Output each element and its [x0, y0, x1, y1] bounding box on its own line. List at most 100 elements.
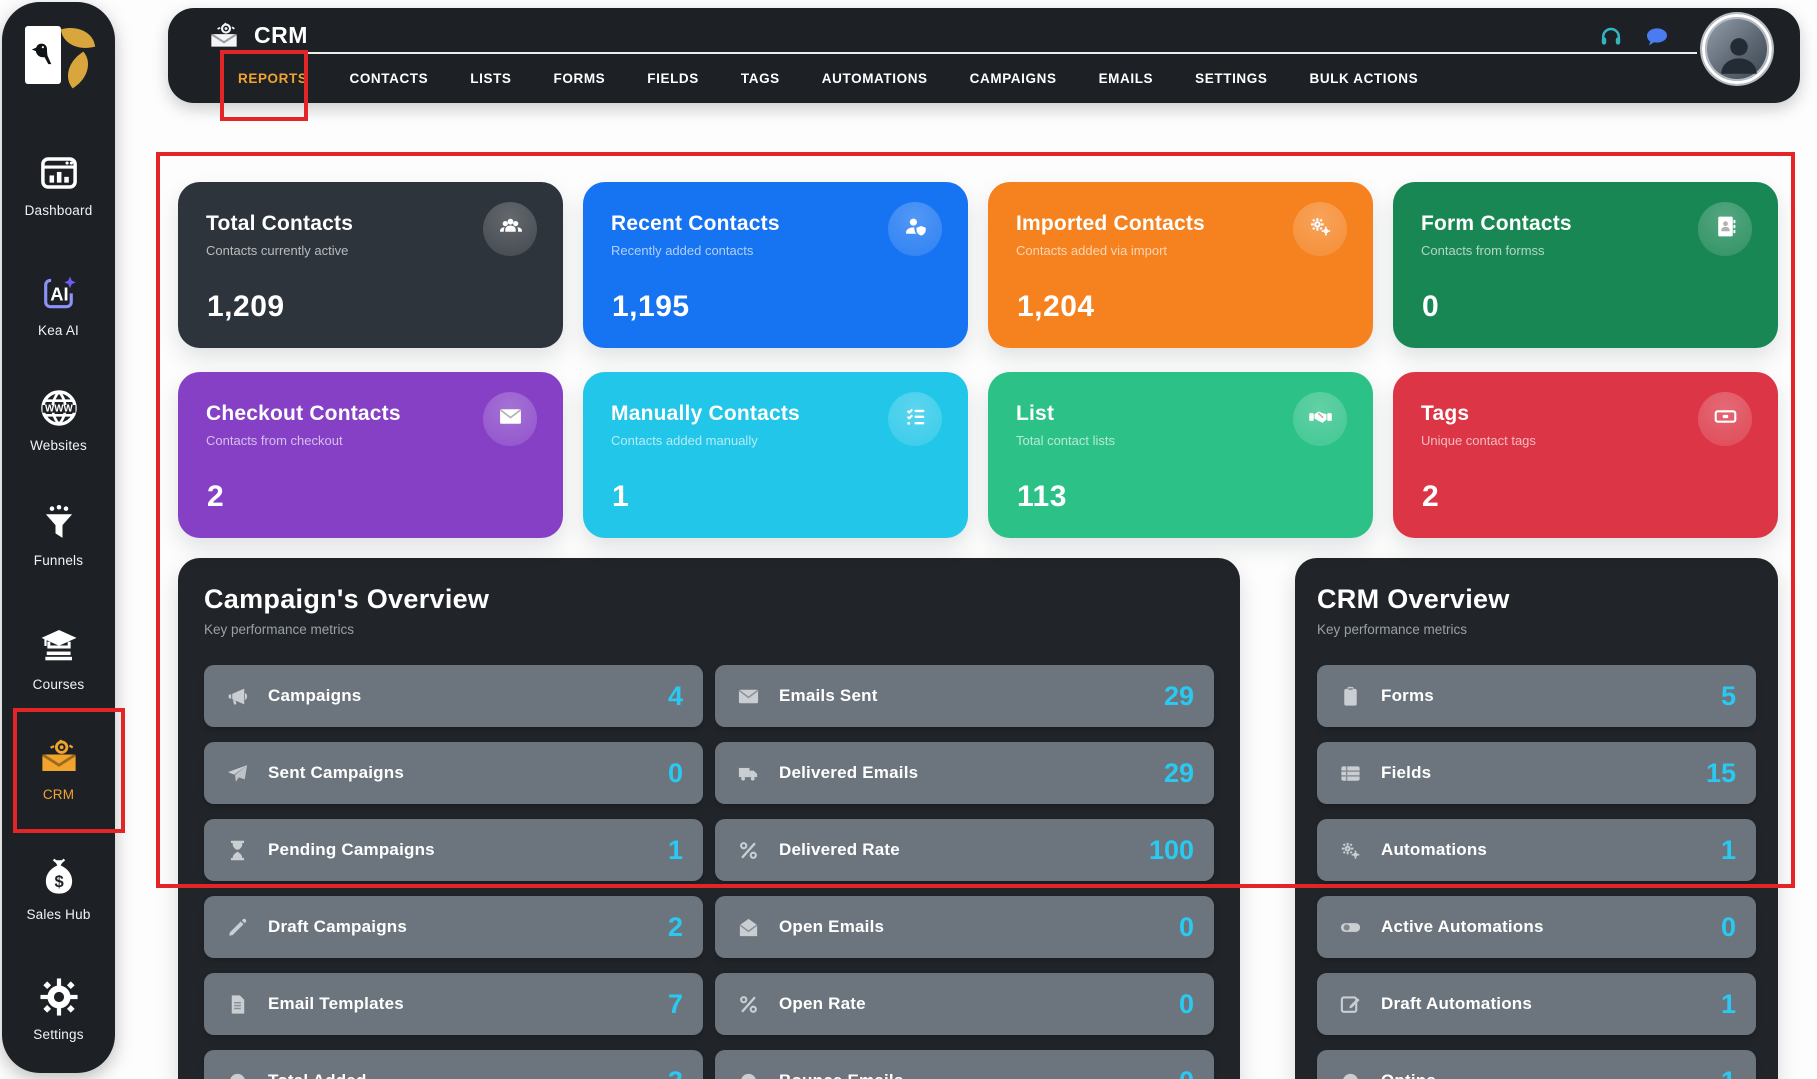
sidebar-item-funnels[interactable]: Funnels [2, 500, 115, 568]
sidebar-item-dashboard[interactable]: Dashboard [2, 150, 115, 218]
card-value: 1,195 [612, 290, 690, 323]
sidebar-item-sales-hub[interactable]: $ Sales Hub [2, 854, 115, 922]
card-value: 1 [612, 480, 630, 513]
truck-icon [735, 761, 761, 785]
card-title: Recent Contacts [611, 212, 780, 235]
ticket-icon [1713, 404, 1738, 434]
stat-card-recent-contacts[interactable]: Recent Contacts Recently added contacts … [583, 182, 968, 348]
toggle-icon [1337, 915, 1363, 939]
panel-title: Campaign's Overview [204, 584, 490, 614]
circle-icon [224, 1069, 250, 1079]
table-list-icon [1337, 761, 1363, 785]
tab-campaigns[interactable]: CAMPAIGNS [969, 71, 1057, 86]
sidebar-item-label: Sales Hub [26, 907, 91, 922]
crm-overview-panel: CRM Overview Key performance metrics For… [1295, 558, 1778, 1079]
metric-label: Draft Automations [1381, 994, 1533, 1013]
sidebar-item-label: CRM [42, 787, 75, 802]
metric-label: Emails Sent [779, 686, 878, 705]
tab-forms[interactable]: FORMS [553, 71, 606, 86]
card-subtitle: Contacts from formss [1421, 243, 1545, 258]
tab-tags[interactable]: TAGS [740, 71, 780, 86]
paper-plane-icon [224, 761, 250, 785]
metric-row-delivered-emails: Delivered Emails 29 [715, 742, 1214, 804]
envelope-icon [735, 684, 761, 708]
user-avatar[interactable] [1702, 14, 1772, 84]
metric-row-forms: Forms 5 [1317, 665, 1756, 727]
address-book-icon [1713, 214, 1738, 244]
user-shield-icon [903, 214, 928, 244]
metric-row-draft-automations: Draft Automations 1 [1317, 973, 1756, 1035]
sidebar-item-courses[interactable]: Courses [2, 624, 115, 692]
metric-value: 0 [1178, 911, 1194, 942]
headset-icon[interactable] [1598, 25, 1624, 49]
metric-value: 3 [668, 1066, 683, 1079]
metric-value: 0 [1178, 988, 1194, 1019]
card-subtitle: Contacts added via import [1016, 243, 1168, 258]
sidebar-item-settings[interactable]: Settings [2, 974, 115, 1042]
metric-value: 1 [1721, 1066, 1736, 1079]
metric-row-email-templates: Email Templates 7 [204, 973, 703, 1035]
users-icon [498, 214, 523, 244]
sidebar-item-label: Settings [33, 1027, 84, 1042]
tab-fields[interactable]: FIELDS [647, 71, 699, 86]
circle-icon [1337, 1069, 1363, 1079]
card-title: List [1016, 402, 1055, 425]
metric-row-emails-sent: Emails Sent 29 [715, 665, 1214, 727]
dashboard-icon [36, 150, 82, 196]
tab-emails[interactable]: EMAILS [1098, 71, 1154, 86]
stat-card-total-contacts[interactable]: Total Contacts Contacts currently active… [178, 182, 563, 348]
stat-card-imported-contacts[interactable]: Imported Contacts Contacts added via imp… [988, 182, 1373, 348]
stat-card-tags[interactable]: Tags Unique contact tags 2 [1393, 372, 1778, 538]
tab-reports[interactable]: REPORTS [238, 71, 308, 86]
metric-value: 0 [1720, 911, 1736, 942]
metric-row-optins: Optins 1 [1317, 1050, 1756, 1079]
stat-card-manually-contacts[interactable]: Manually Contacts Contacts added manuall… [583, 372, 968, 538]
tab-settings[interactable]: SETTINGS [1195, 71, 1268, 86]
cogs-icon [1308, 214, 1333, 244]
hourglass-icon [224, 838, 250, 862]
metric-row-open-rate: Open Rate 0 [715, 973, 1214, 1035]
metric-label: Active Automations [1381, 917, 1544, 936]
clipboard-icon [1337, 684, 1363, 708]
bird-icon [24, 26, 61, 84]
graduation-icon [36, 624, 82, 670]
metric-value: 1 [1720, 988, 1736, 1019]
panel-title: CRM Overview [1317, 584, 1510, 614]
crm-app-icon [206, 20, 242, 52]
metric-row-pending-campaigns: Pending Campaigns 1 [204, 819, 703, 881]
metric-label: Email Templates [268, 994, 404, 1013]
logo-leaf [58, 51, 97, 89]
tab-automations[interactable]: AUTOMATIONS [821, 71, 928, 86]
panel-subtitle: Key performance metrics [1317, 622, 1468, 637]
sidebar-item-label: Funnels [33, 553, 84, 568]
svg-text:WWW: WWW [45, 404, 73, 415]
card-value: 1,209 [207, 290, 285, 323]
chat-icon[interactable] [1644, 25, 1670, 49]
sidebar-item-kea-ai[interactable]: AI Kea AI [2, 270, 115, 338]
metric-value: 100 [1148, 834, 1194, 865]
tab-bulk-actions[interactable]: BULK ACTIONS [1309, 71, 1419, 86]
sidebar-item-websites[interactable]: WWW Websites [2, 385, 115, 453]
pencil-icon [224, 915, 250, 939]
metric-value: 15 [1705, 757, 1736, 788]
sidebar-item-crm[interactable]: CRM [2, 734, 115, 802]
campaign-metrics-left: Campaigns 4 Sent Campaigns 0 Pending Cam… [204, 665, 703, 1079]
sidebar-item-label: Kea AI [38, 323, 79, 338]
tab-lists[interactable]: LISTS [470, 71, 512, 86]
metric-value: 7 [667, 988, 683, 1019]
sidebar-item-label: Courses [32, 677, 85, 692]
metric-value: 29 [1163, 680, 1194, 711]
stat-card-checkout-contacts[interactable]: Checkout Contacts Contacts from checkout… [178, 372, 563, 538]
kea-logo[interactable] [24, 23, 97, 89]
app-title: CRM [254, 22, 308, 48]
stat-card-form-contacts[interactable]: Form Contacts Contacts from formss 0 [1393, 182, 1778, 348]
metric-value: 1 [1720, 834, 1736, 865]
metric-value: 4 [667, 680, 683, 711]
tab-contacts[interactable]: CONTACTS [349, 71, 429, 86]
metric-label: Draft Campaigns [268, 917, 408, 936]
stat-card-list[interactable]: List Total contact lists 113 [988, 372, 1373, 538]
pen-square-icon [1337, 992, 1363, 1016]
handshake-icon [1308, 404, 1333, 434]
svg-text:AI: AI [50, 284, 68, 305]
